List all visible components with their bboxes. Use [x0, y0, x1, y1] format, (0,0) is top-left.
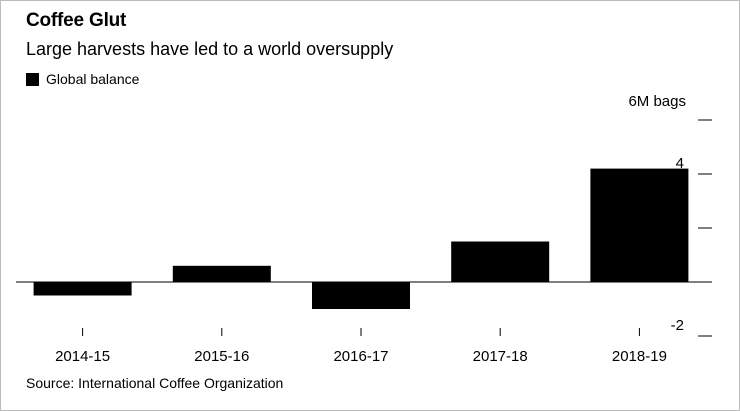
legend-label: Global balance [46, 71, 140, 87]
chart-title: Coffee Glut [26, 10, 127, 31]
bar-2018-19 [590, 168, 689, 282]
x-tick-label: 2016-17 [333, 348, 388, 365]
y-tick-label: 2 [676, 209, 684, 226]
bar-2017-18 [451, 241, 550, 282]
x-tick-label: 2018-19 [612, 348, 667, 365]
y-tick-label: 4 [676, 155, 684, 172]
chart-legend: Global balance [26, 71, 139, 87]
y-tick-label: -2 [671, 317, 684, 334]
chart-subtitle: Large harvests have led to a world overs… [26, 39, 394, 59]
legend-swatch [26, 72, 39, 86]
x-tick-label: 2017-18 [473, 348, 528, 365]
x-tick-label: 2014-15 [55, 348, 110, 365]
x-tick-label: 2015-16 [194, 348, 249, 365]
bar-2016-17 [312, 282, 410, 309]
y-tick-label: 0 [676, 263, 684, 280]
bar-2014-15 [33, 282, 132, 296]
y-unit-label: 6M bags [628, 93, 686, 110]
chart-source: Source: International Coffee Organizatio… [26, 375, 284, 391]
bar-2015-16 [172, 265, 271, 282]
